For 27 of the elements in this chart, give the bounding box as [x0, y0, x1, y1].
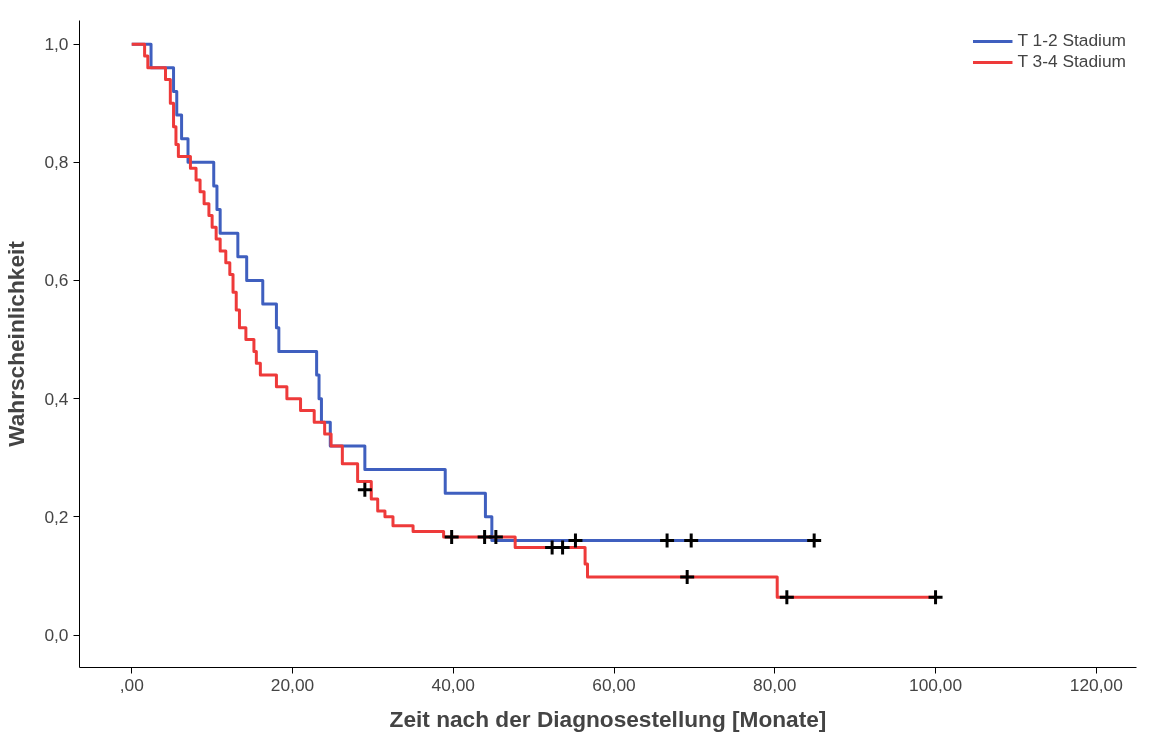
point	[566, 531, 584, 549]
point	[778, 588, 796, 606]
x-axis-title: Zeit nach der Diagnosestellung [Monate]	[389, 705, 827, 732]
x-tick-label: ,00	[119, 674, 144, 695]
x-tick-label: 60,00	[592, 674, 636, 695]
y-axis-title: Wahrscheinlichkeit	[3, 240, 30, 447]
point	[356, 481, 374, 499]
y-tick-label: 0,0	[44, 625, 69, 645]
point	[682, 531, 700, 549]
point	[805, 531, 823, 549]
x-tick-label: 100,00	[909, 674, 963, 695]
y-tick-label: 1,0	[44, 34, 69, 55]
y-tick-label: 0,8	[44, 152, 69, 173]
y-tick-label: 0,6	[44, 270, 69, 291]
x-tick-label: 120,00	[1069, 674, 1123, 695]
x-tick-label: 40,00	[431, 674, 475, 695]
point	[927, 588, 945, 606]
y-tick-label: 0,2	[44, 506, 69, 527]
point	[678, 568, 696, 586]
y-tick-label: 0,4	[44, 388, 69, 409]
point	[487, 528, 505, 546]
x-tick-label: 20,00	[270, 674, 315, 695]
legend-label: T 3-4 Stadium	[1017, 51, 1126, 72]
point	[658, 531, 676, 549]
x-tick-label: 80,00	[753, 674, 797, 695]
legend-label: T 1-2 Stadium	[1017, 30, 1126, 51]
point	[443, 528, 461, 546]
